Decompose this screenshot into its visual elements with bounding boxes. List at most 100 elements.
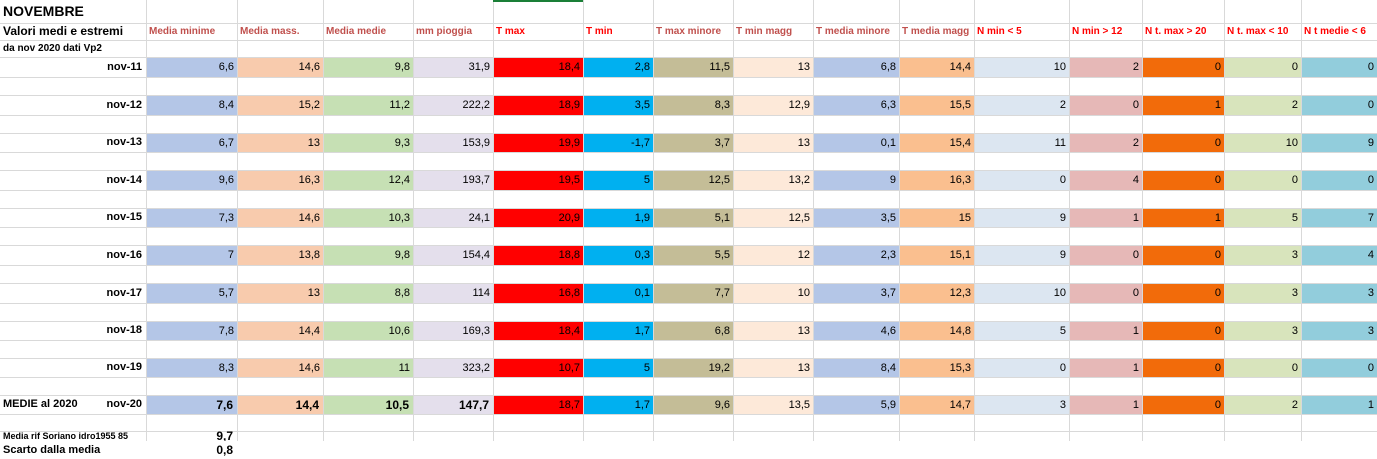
column-header[interactable]: T media minore xyxy=(816,26,890,37)
column-header[interactable]: mm pioggia xyxy=(416,26,473,37)
data-cell[interactable]: 9,8 xyxy=(324,246,413,265)
data-cell[interactable]: 1,7 xyxy=(584,322,653,340)
column-header[interactable]: N t. max < 10 xyxy=(1227,26,1289,37)
data-cell[interactable]: 19,2 xyxy=(654,359,733,377)
data-cell[interactable]: 0 xyxy=(1143,359,1224,377)
data-cell[interactable]: 9 xyxy=(975,209,1069,227)
data-cell[interactable]: 3 xyxy=(1225,246,1301,265)
column-header[interactable]: Media medie xyxy=(326,26,387,37)
row-label[interactable]: nov-16 xyxy=(106,249,142,261)
data-cell[interactable]: 5,9 xyxy=(814,396,899,414)
data-cell[interactable]: 18,4 xyxy=(494,58,583,77)
data-cell[interactable]: 154,4 xyxy=(414,246,493,265)
data-cell[interactable]: 5,7 xyxy=(147,284,237,303)
data-cell[interactable]: 8,3 xyxy=(147,359,237,377)
data-cell[interactable]: 14,7 xyxy=(900,396,974,414)
data-cell[interactable]: 16,8 xyxy=(494,284,583,303)
data-cell[interactable]: 4 xyxy=(1302,246,1377,265)
data-cell[interactable]: 0 xyxy=(1143,171,1224,190)
data-cell[interactable]: 15,1 xyxy=(900,246,974,265)
data-cell[interactable]: 5 xyxy=(1225,209,1301,227)
data-cell[interactable]: 0 xyxy=(1070,284,1142,303)
data-cell[interactable]: 6,7 xyxy=(147,134,237,152)
data-cell[interactable]: 14,6 xyxy=(238,209,323,227)
sheet-subtitle[interactable]: Valori medi e estremi xyxy=(3,24,124,38)
row-label[interactable]: nov-14 xyxy=(106,174,142,186)
data-cell[interactable]: 0 xyxy=(975,359,1069,377)
data-cell[interactable]: 2 xyxy=(1225,396,1301,414)
data-cell[interactable]: 15,2 xyxy=(238,96,323,115)
data-cell[interactable]: 0,3 xyxy=(584,246,653,265)
column-header[interactable]: N min > 12 xyxy=(1072,26,1123,37)
column-header[interactable]: Media mass. xyxy=(240,26,300,37)
data-cell[interactable]: 0 xyxy=(1302,359,1377,377)
data-cell[interactable]: 9 xyxy=(1302,134,1377,152)
data-cell[interactable]: 13 xyxy=(734,58,813,77)
data-cell[interactable]: 8,4 xyxy=(147,96,237,115)
data-cell[interactable]: 5 xyxy=(975,322,1069,340)
summary-value[interactable]: 147,7 xyxy=(414,396,493,414)
data-cell[interactable]: 1 xyxy=(1070,322,1142,340)
data-cell[interactable]: 14,8 xyxy=(900,322,974,340)
footer-value[interactable]: 9,7 xyxy=(216,431,233,441)
data-cell[interactable]: 31,9 xyxy=(414,58,493,77)
data-cell[interactable]: 11,2 xyxy=(324,96,413,115)
data-cell[interactable]: 2,3 xyxy=(814,246,899,265)
data-cell[interactable]: 12,9 xyxy=(734,96,813,115)
summary-value[interactable]: 7,6 xyxy=(147,396,237,414)
data-cell[interactable]: 14,4 xyxy=(238,322,323,340)
data-cell[interactable]: 2 xyxy=(1225,96,1301,115)
data-cell[interactable]: 7,3 xyxy=(147,209,237,227)
data-cell[interactable]: 12,3 xyxy=(900,284,974,303)
row-label[interactable]: nov-17 xyxy=(106,287,142,299)
summary-value[interactable]: 10,5 xyxy=(324,396,413,414)
data-cell[interactable]: 13,2 xyxy=(734,171,813,190)
data-cell[interactable]: 12 xyxy=(734,246,813,265)
row-label[interactable]: nov-15 xyxy=(106,211,142,223)
column-header[interactable]: Media minime xyxy=(149,26,216,37)
data-cell[interactable]: 7,7 xyxy=(654,284,733,303)
column-header[interactable]: T min magg xyxy=(736,26,793,37)
column-header[interactable]: T media magg xyxy=(902,26,970,37)
data-cell[interactable]: 0 xyxy=(1070,246,1142,265)
column-header[interactable]: N t. max > 20 xyxy=(1145,26,1207,37)
data-cell[interactable]: 153,9 xyxy=(414,134,493,152)
data-cell[interactable]: 0 xyxy=(1143,58,1224,77)
row-label[interactable]: nov-20 xyxy=(106,398,142,410)
data-cell[interactable]: 0 xyxy=(1225,359,1301,377)
data-cell[interactable]: 0 xyxy=(1143,134,1224,152)
data-cell[interactable]: -1,7 xyxy=(584,134,653,152)
data-cell[interactable]: 3 xyxy=(1302,322,1377,340)
data-cell[interactable]: 10,6 xyxy=(324,322,413,340)
data-cell[interactable]: 18,7 xyxy=(494,396,583,414)
data-cell[interactable]: 3,7 xyxy=(814,284,899,303)
data-cell[interactable]: 0 xyxy=(1143,284,1224,303)
data-cell[interactable]: 13,8 xyxy=(238,246,323,265)
data-cell[interactable]: 3,5 xyxy=(584,96,653,115)
data-cell[interactable]: 1 xyxy=(1302,396,1377,414)
data-cell[interactable]: 0 xyxy=(1302,171,1377,190)
data-cell[interactable]: 10 xyxy=(975,284,1069,303)
data-cell[interactable]: 12,5 xyxy=(654,171,733,190)
data-cell[interactable]: 15,5 xyxy=(900,96,974,115)
data-cell[interactable]: 6,8 xyxy=(814,58,899,77)
data-cell[interactable]: 24,1 xyxy=(414,209,493,227)
data-cell[interactable]: 9,3 xyxy=(324,134,413,152)
data-cell[interactable]: 0 xyxy=(1225,58,1301,77)
data-cell[interactable]: 193,7 xyxy=(414,171,493,190)
data-cell[interactable]: 5,1 xyxy=(654,209,733,227)
row-label[interactable]: nov-18 xyxy=(106,324,142,336)
data-cell[interactable]: 8,8 xyxy=(324,284,413,303)
data-cell[interactable]: 0 xyxy=(1302,96,1377,115)
column-header[interactable]: T max xyxy=(496,26,525,37)
data-cell[interactable]: 5 xyxy=(584,171,653,190)
column-header[interactable]: T max minore xyxy=(656,26,722,37)
data-cell[interactable]: 16,3 xyxy=(900,171,974,190)
data-cell[interactable]: 19,9 xyxy=(494,134,583,152)
data-cell[interactable]: 8,3 xyxy=(654,96,733,115)
data-cell[interactable]: 10 xyxy=(734,284,813,303)
footer-label[interactable]: Media rif Soriano idro1955 85 xyxy=(3,431,129,441)
data-cell[interactable]: 13 xyxy=(238,134,323,152)
data-cell[interactable]: 10 xyxy=(975,58,1069,77)
